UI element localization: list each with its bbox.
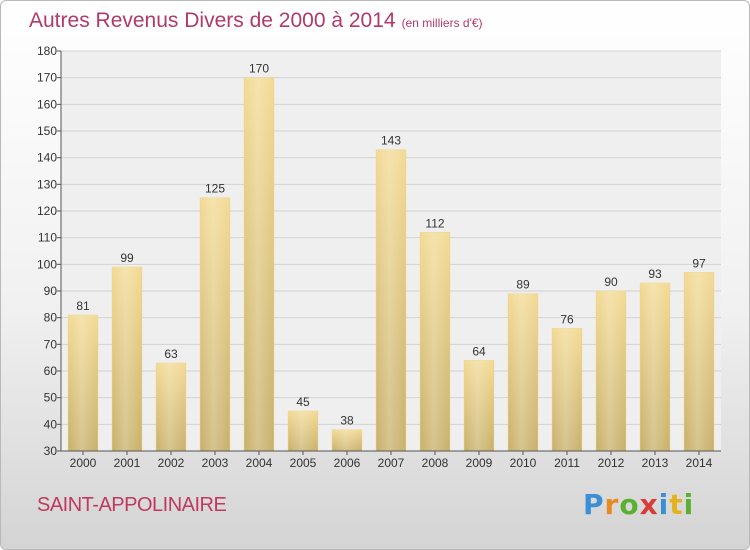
x-tick-label: 2014 — [686, 456, 713, 470]
x-tick-label: 2005 — [290, 456, 317, 470]
data-label: 63 — [164, 347, 178, 361]
y-tick-label: 160 — [37, 97, 57, 111]
y-tick-label: 100 — [37, 257, 57, 271]
data-label: 99 — [120, 251, 134, 265]
bar-shine — [464, 360, 494, 451]
y-tick-label: 60 — [44, 364, 58, 378]
data-label: 97 — [692, 256, 706, 270]
y-tick-label: 110 — [38, 231, 57, 245]
x-tick-label: 2007 — [378, 456, 405, 470]
x-tick-label: 2003 — [202, 456, 229, 470]
bar-shine — [156, 363, 186, 451]
x-tick-label: 2011 — [554, 456, 580, 470]
x-tick-label: 2002 — [158, 456, 185, 470]
bar-shine — [376, 149, 406, 451]
bar-shine — [288, 411, 318, 451]
x-tick-label: 2012 — [598, 456, 625, 470]
data-label: 89 — [516, 278, 530, 292]
x-tick-label: 2001 — [114, 456, 141, 470]
y-tick-label: 170 — [37, 71, 57, 85]
chart-title-text: Autres Revenus Divers de 2000 à 2014 — [29, 9, 396, 32]
proxiti-logo: Proxiti — [583, 488, 694, 521]
y-tick-label: 80 — [44, 311, 58, 325]
y-tick-label: 180 — [37, 44, 57, 58]
data-label: 38 — [340, 414, 354, 428]
x-tick-label: 2004 — [246, 456, 273, 470]
logo-letter: o — [619, 488, 640, 521]
bar-shine — [68, 315, 98, 451]
data-label: 81 — [76, 299, 90, 313]
chart-title: Autres Revenus Divers de 2000 à 2014 (en … — [29, 9, 483, 33]
y-tick-label: 150 — [37, 124, 57, 138]
bar-shine — [508, 293, 538, 451]
x-tick-label: 2008 — [422, 456, 449, 470]
data-label: 45 — [296, 395, 310, 409]
logo-letter: x — [639, 488, 659, 521]
data-label: 112 — [425, 216, 444, 230]
logo-letter: r — [604, 488, 620, 521]
y-tick-label: 140 — [37, 151, 57, 165]
bar-shine — [244, 77, 274, 452]
y-tick-label: 40 — [44, 417, 58, 431]
y-tick-label: 130 — [37, 177, 57, 191]
y-tick-label: 120 — [37, 204, 57, 218]
data-label: 143 — [381, 134, 401, 148]
bar-shine — [640, 283, 670, 451]
x-tick-label: 2006 — [334, 456, 361, 470]
data-label: 125 — [205, 182, 225, 196]
logo-letter: t — [669, 488, 684, 521]
city-name: SAINT-APPOLINAIRE — [37, 494, 227, 516]
bar-shine — [596, 291, 626, 451]
data-label: 90 — [604, 275, 618, 289]
logo-letter: i — [683, 488, 695, 521]
bar-shine — [112, 267, 142, 451]
x-tick-label: 2013 — [642, 456, 669, 470]
bar-shine — [552, 328, 582, 451]
y-tick-label: 30 — [44, 444, 58, 458]
bar-shine — [684, 272, 714, 451]
x-tick-label: 2000 — [70, 456, 97, 470]
bar-shine — [332, 429, 362, 451]
logo-letter: P — [583, 488, 605, 521]
x-tick-label: 2009 — [466, 456, 493, 470]
bar-shine — [200, 197, 230, 451]
data-label: 93 — [648, 267, 662, 281]
y-tick-label: 50 — [44, 391, 58, 405]
bars: 81 99 63 125 170 45 38 143 112 64 89 76 90 93 97 — [67, 62, 715, 452]
data-label: 76 — [560, 312, 574, 326]
bar-shine — [420, 232, 450, 451]
chart-unit: (en milliers d'€) — [401, 16, 483, 30]
x-tick-label: 2010 — [510, 456, 537, 470]
data-label: 170 — [249, 62, 269, 76]
logo-letter: i — [658, 488, 670, 521]
data-label: 64 — [472, 344, 486, 358]
y-tick-label: 90 — [44, 284, 58, 298]
axes: 30 40 50 60 70 80 90 100 110 120 130 140 150 160 170 18… — [37, 44, 721, 470]
y-tick-label: 70 — [44, 337, 58, 351]
